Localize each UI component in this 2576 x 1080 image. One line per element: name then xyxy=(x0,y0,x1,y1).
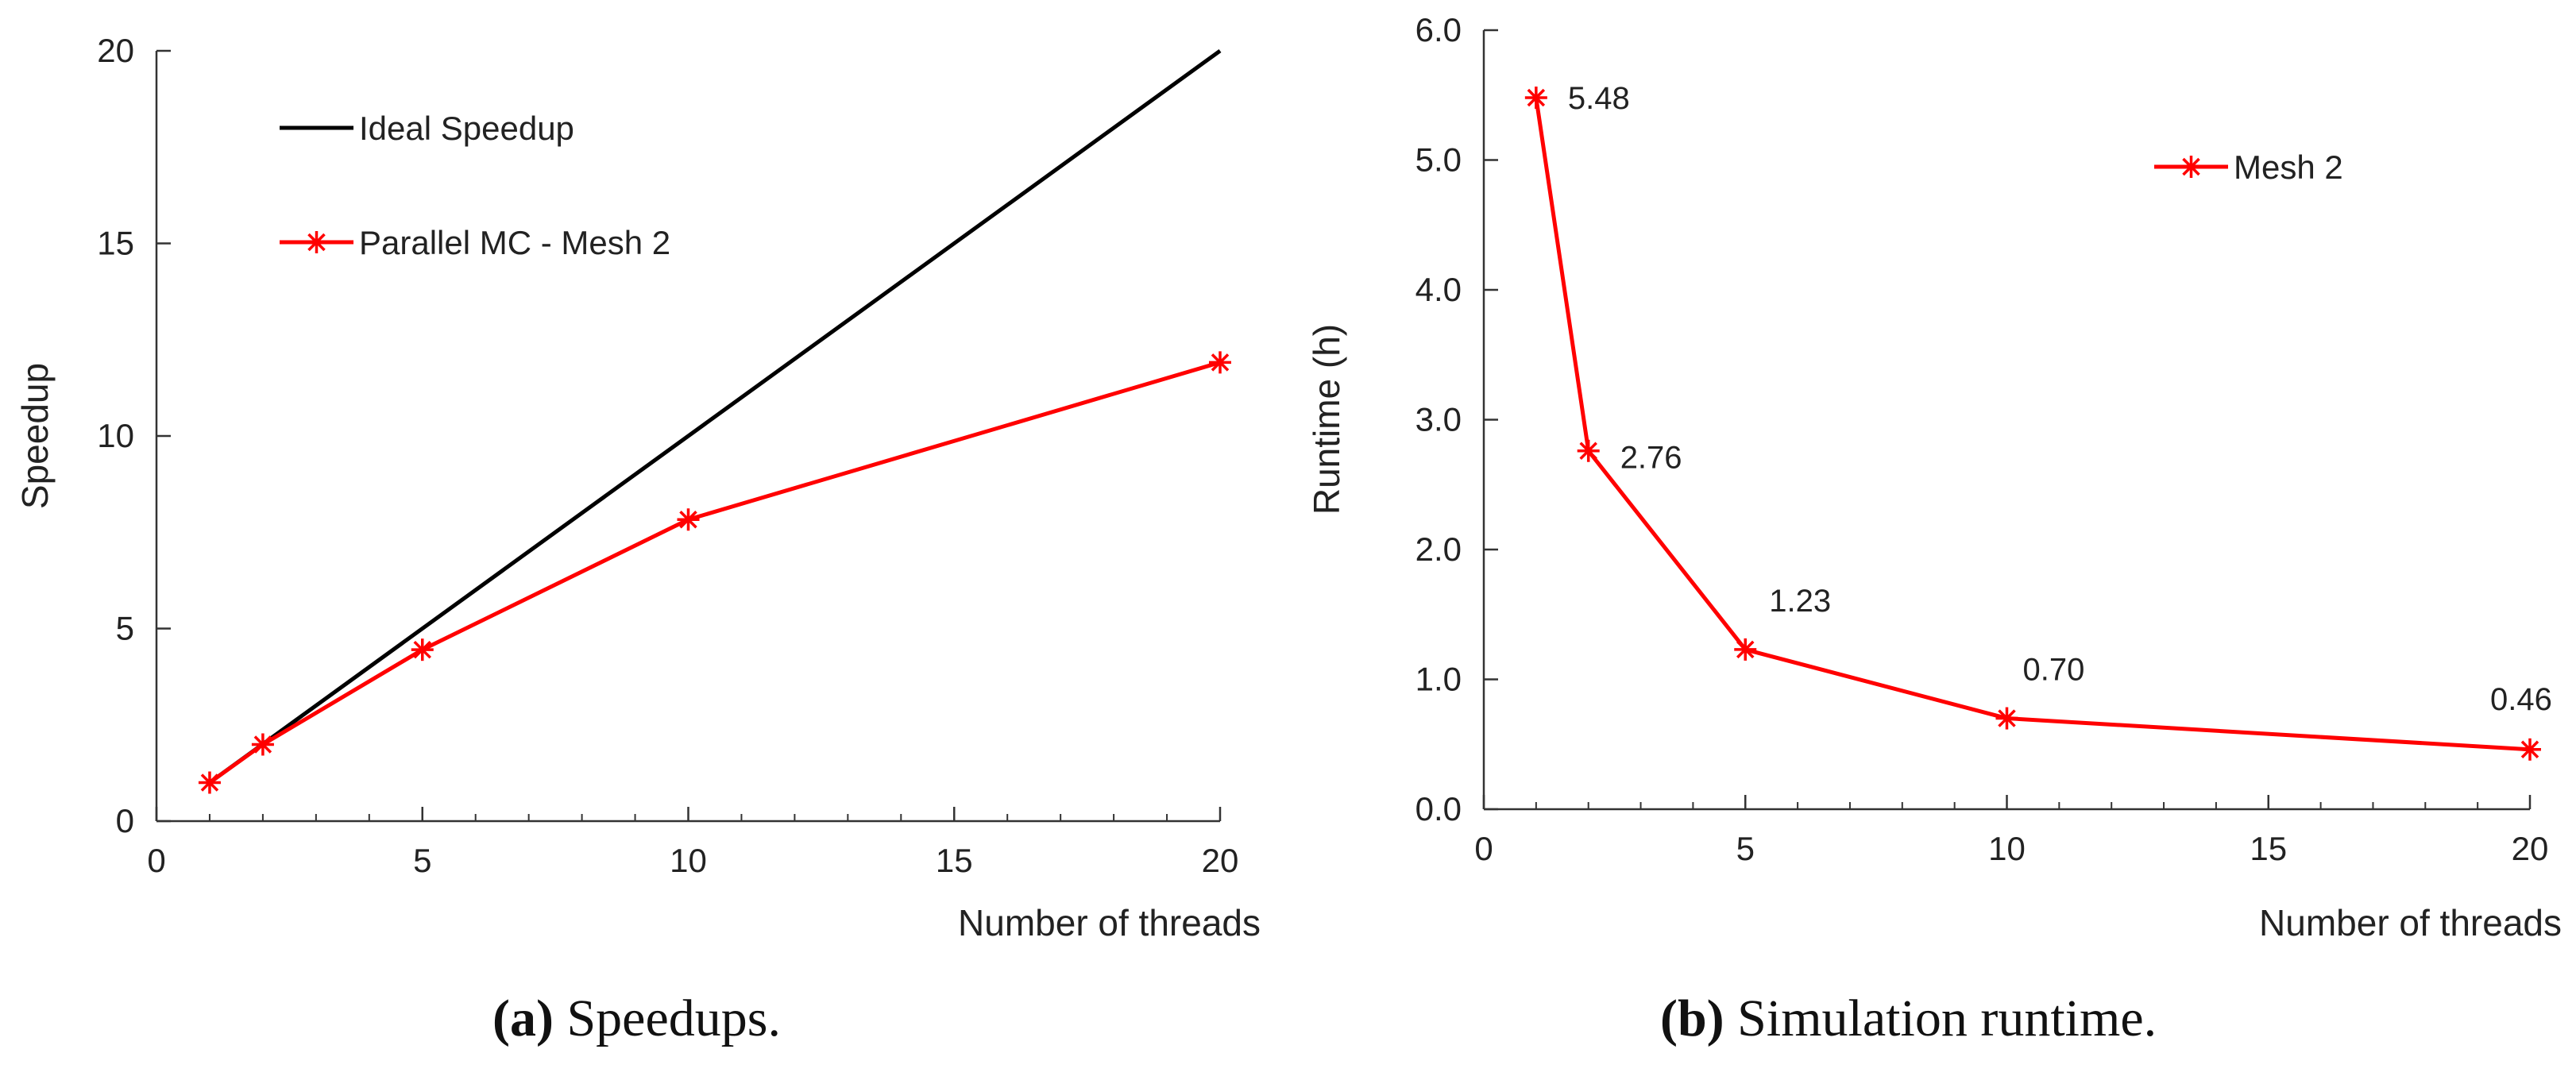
chart-a-series-line-0 xyxy=(208,48,1222,785)
caption-a-tag: (a) xyxy=(492,989,554,1047)
caption-b-text: Simulation runtime. xyxy=(1737,989,2157,1047)
chart-b-y-tick-label: 6.0 xyxy=(1415,11,1462,48)
caption-a-text: Speedups. xyxy=(566,989,781,1047)
chart-a-y-tick-label: 15 xyxy=(97,225,134,262)
chart-a-x-axis-label: Number of threads xyxy=(958,902,1261,943)
chart-a-x-tick-label: 5 xyxy=(413,842,431,879)
chart-b-legend-marker-0 xyxy=(2180,156,2203,178)
chart-a-y-tick-label: 5 xyxy=(116,610,134,647)
chart-b-y-tick-label: 1.0 xyxy=(1415,661,1462,698)
chart-a-legend-marker-1 xyxy=(305,231,328,253)
chart-b-data-label-4: 0.46 xyxy=(2490,682,2552,717)
chart-b-series-0-point-1-stroke-3 xyxy=(1579,442,1597,460)
chart-b-legend-marker-0-stroke-3 xyxy=(2182,157,2200,176)
caption-b: (b) Simulation runtime. xyxy=(1660,989,2157,1049)
chart-a-legend-label-0: Ideal Speedup xyxy=(359,110,574,147)
speedup-chart: 0 5 10 15 20 0 5 10 15 20 Speedup Number of threads… xyxy=(14,32,1261,943)
chart-a-series-1-point-1-stroke-3 xyxy=(253,735,272,754)
chart-a-series-1-point-2 xyxy=(411,638,434,662)
chart-b-legend-label-0: Mesh 2 xyxy=(2234,148,2343,186)
chart-b-series-0-point-3 xyxy=(1995,707,2018,730)
chart-a-x-tick-label: 10 xyxy=(670,842,707,879)
chart-a-series-1-point-3-stroke-3 xyxy=(679,511,697,529)
chart-b-x-tick-label: 5 xyxy=(1736,830,1755,867)
chart-a-x-tick-label: 20 xyxy=(1202,842,1239,879)
chart-b-series-0-point-4-stroke-3 xyxy=(2520,740,2539,759)
caption-b-tag: (b) xyxy=(1660,989,1724,1047)
chart-b-x-tick-label: 10 xyxy=(1988,830,2026,867)
chart-b-series-0-point-0-stroke-3 xyxy=(1527,88,1546,107)
chart-b-data-label-1: 2.76 xyxy=(1620,441,1682,476)
chart-b-x-tick-label: 0 xyxy=(1474,830,1493,867)
chart-a-y-axis-label: Speedup xyxy=(14,363,56,509)
chart-a-series-1-point-4 xyxy=(1209,351,1231,374)
chart-a-series-1-point-0 xyxy=(198,771,221,794)
chart-b-y-tick-label: 2.0 xyxy=(1415,530,1462,568)
chart-a-y-tick-label: 10 xyxy=(97,417,134,454)
chart-a-series-line-1 xyxy=(208,360,1221,785)
chart-b-series-0-point-1 xyxy=(1577,439,1600,462)
chart-b-series-0-point-2 xyxy=(1734,638,1757,661)
chart-a-series-1-point-2-stroke-3 xyxy=(413,640,431,659)
chart-a-y-tick-label: 0 xyxy=(116,802,134,839)
caption-a: (a) Speedups. xyxy=(492,989,781,1049)
chart-b-data-label-2: 1.23 xyxy=(1769,584,1831,619)
chart-a-series-1-point-1 xyxy=(251,733,274,756)
runtime-chart: 0 5 10 15 20 0.0 1.0 2.0 3.0 4.0 5.0 6.0 Runtime (h)… xyxy=(1306,11,2562,943)
chart-b-data-label-0: 5.48 xyxy=(1568,81,1630,116)
chart-a-x-tick-label: 0 xyxy=(147,842,165,879)
chart-b-x-axis-label: Number of threads xyxy=(2259,902,2562,943)
chart-b-y-tick-label: 3.0 xyxy=(1415,401,1462,438)
chart-a-legend-marker-1-stroke-3 xyxy=(307,233,326,252)
chart-b-y-tick-label: 4.0 xyxy=(1415,271,1462,308)
chart-b-series-0-point-4 xyxy=(2519,738,2541,761)
chart-b-x-tick-label: 20 xyxy=(2512,830,2549,867)
chart-a-x-tick-label: 15 xyxy=(936,842,973,879)
chart-a-series-1-point-3 xyxy=(677,508,700,531)
chart-b-y-tick-label: 0.0 xyxy=(1415,790,1462,827)
chart-b-series-0-point-2-stroke-3 xyxy=(1736,640,1755,659)
chart-a-legend-label-1: Parallel MC - Mesh 2 xyxy=(359,224,670,261)
chart-b-data-label-3: 0.70 xyxy=(2023,653,2085,688)
chart-b-x-tick-label: 15 xyxy=(2250,830,2287,867)
chart-b-series-0-point-0 xyxy=(1524,87,1547,110)
chart-a-series-1-point-4-stroke-3 xyxy=(1211,353,1230,372)
chart-a-series-1-point-0-stroke-3 xyxy=(200,773,219,792)
chart-b-y-axis-label: Runtime (h) xyxy=(1306,324,1347,515)
chart-b-series-0-point-3-stroke-3 xyxy=(1998,709,2016,727)
chart-a-y-tick-label: 20 xyxy=(97,32,134,69)
chart-b-y-tick-label: 5.0 xyxy=(1415,141,1462,179)
